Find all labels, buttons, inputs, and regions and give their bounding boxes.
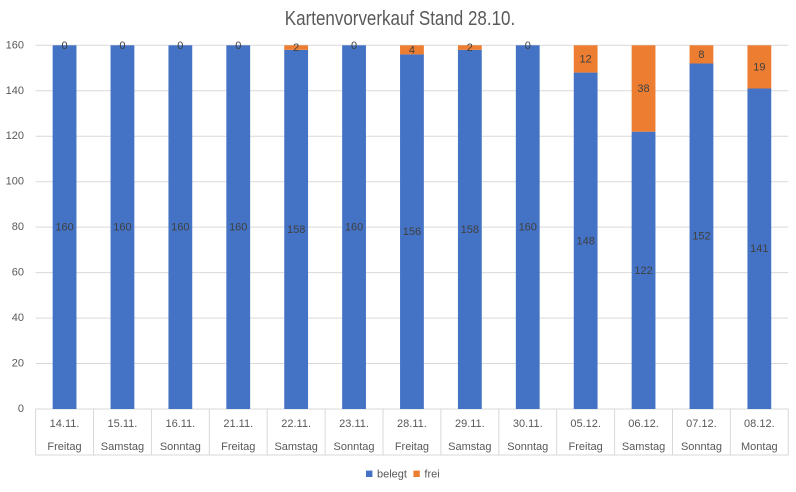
- svg-text:160: 160: [6, 39, 24, 51]
- svg-text:22.11.: 22.11.: [281, 418, 311, 430]
- svg-text:158: 158: [461, 224, 479, 236]
- svg-text:0: 0: [119, 40, 125, 52]
- svg-text:Samstag: Samstag: [274, 441, 317, 453]
- svg-text:148: 148: [576, 235, 594, 247]
- svg-text:Samstag: Samstag: [622, 441, 665, 453]
- svg-text:8: 8: [698, 49, 704, 61]
- svg-text:40: 40: [12, 312, 24, 324]
- svg-text:0: 0: [18, 403, 24, 415]
- svg-text:60: 60: [12, 267, 24, 279]
- svg-text:160: 160: [519, 222, 537, 234]
- svg-text:15.11.: 15.11.: [108, 418, 138, 430]
- svg-text:14.11.: 14.11.: [50, 418, 80, 430]
- svg-text:158: 158: [287, 224, 305, 236]
- svg-text:30.11.: 30.11.: [513, 418, 543, 430]
- svg-text:152: 152: [692, 231, 710, 243]
- svg-text:16.11.: 16.11.: [165, 418, 195, 430]
- svg-text:160: 160: [229, 222, 247, 234]
- svg-text:08.12.: 08.12.: [744, 418, 775, 430]
- svg-text:07.12.: 07.12.: [686, 418, 717, 430]
- svg-text:0: 0: [351, 40, 357, 52]
- svg-text:12: 12: [580, 53, 592, 65]
- svg-text:0: 0: [525, 40, 531, 52]
- svg-text:Freitag: Freitag: [221, 441, 255, 453]
- svg-text:Samstag: Samstag: [448, 441, 491, 453]
- svg-text:122: 122: [634, 265, 652, 277]
- svg-text:160: 160: [55, 222, 73, 234]
- svg-text:160: 160: [113, 222, 131, 234]
- svg-text:80: 80: [12, 221, 24, 233]
- svg-text:Samstag: Samstag: [101, 441, 144, 453]
- svg-text:28.11.: 28.11.: [397, 418, 427, 430]
- svg-text:0: 0: [177, 40, 183, 52]
- svg-text:100: 100: [6, 176, 24, 188]
- svg-text:Freitag: Freitag: [569, 441, 603, 453]
- svg-text:Freitag: Freitag: [395, 441, 429, 453]
- svg-text:2: 2: [467, 42, 473, 54]
- svg-text:frei: frei: [424, 469, 439, 481]
- svg-text:Sonntag: Sonntag: [681, 441, 722, 453]
- svg-text:06.12.: 06.12.: [628, 418, 659, 430]
- svg-text:156: 156: [403, 226, 421, 238]
- svg-text:20: 20: [12, 358, 24, 370]
- svg-text:Kartenvorverkauf Stand 28.10.: Kartenvorverkauf Stand 28.10.: [285, 7, 515, 30]
- svg-text:Sonntag: Sonntag: [507, 441, 548, 453]
- svg-text:4: 4: [409, 44, 415, 56]
- svg-text:Freitag: Freitag: [47, 441, 81, 453]
- svg-text:0: 0: [235, 40, 241, 52]
- svg-text:belegt: belegt: [377, 469, 407, 481]
- svg-text:21.11.: 21.11.: [223, 418, 253, 430]
- svg-text:141: 141: [750, 243, 768, 255]
- svg-text:160: 160: [171, 222, 189, 234]
- svg-text:38: 38: [637, 83, 649, 95]
- svg-text:19: 19: [753, 61, 765, 73]
- svg-text:Sonntag: Sonntag: [160, 441, 201, 453]
- svg-text:140: 140: [6, 85, 24, 97]
- svg-text:29.11.: 29.11.: [455, 418, 485, 430]
- svg-text:05.12.: 05.12.: [570, 418, 601, 430]
- svg-text:120: 120: [6, 130, 24, 142]
- svg-text:23.11.: 23.11.: [339, 418, 369, 430]
- svg-text:0: 0: [61, 40, 67, 52]
- svg-text:160: 160: [345, 222, 363, 234]
- svg-text:Sonntag: Sonntag: [334, 441, 375, 453]
- svg-text:2: 2: [293, 42, 299, 54]
- svg-text:Montag: Montag: [741, 441, 778, 453]
